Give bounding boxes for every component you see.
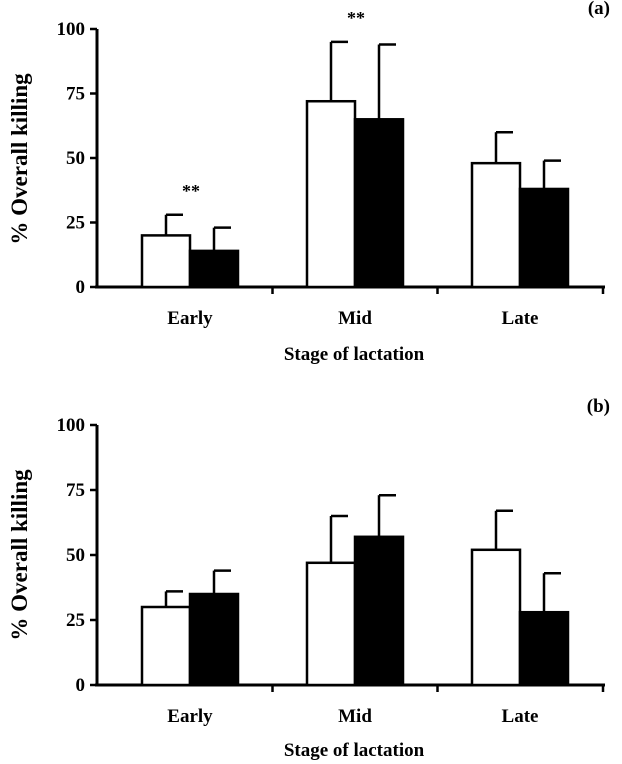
panel-label: (a) bbox=[588, 0, 610, 19]
significance-marker: ** bbox=[347, 8, 365, 28]
bar bbox=[518, 610, 570, 687]
x-category-label: Early bbox=[167, 706, 213, 727]
y-tick-label: 75 bbox=[66, 480, 85, 501]
x-category-label: Early bbox=[167, 308, 213, 329]
bar bbox=[305, 561, 357, 687]
y-axis-label: % Overall killing bbox=[7, 73, 32, 245]
y-axis-label: % Overall killing bbox=[7, 469, 32, 641]
x-category-label: Late bbox=[502, 706, 539, 727]
panel-label: (b) bbox=[587, 396, 610, 417]
bar bbox=[188, 249, 240, 289]
y-tick-label: 25 bbox=[66, 213, 85, 234]
y-tick-label: 0 bbox=[76, 675, 86, 696]
y-tick-label: 25 bbox=[66, 610, 85, 631]
significance-marker: ** bbox=[182, 181, 200, 201]
y-tick-label: 100 bbox=[57, 19, 86, 40]
y-tick-label: 100 bbox=[57, 415, 86, 436]
bar bbox=[305, 99, 357, 289]
chart-panel-b: (b) % Overall killing Stage of lactation… bbox=[7, 396, 610, 761]
x-axis-label: Stage of lactation bbox=[284, 344, 425, 365]
bar bbox=[518, 187, 570, 289]
y-tick-label: 50 bbox=[66, 545, 85, 566]
bar bbox=[470, 161, 522, 289]
bar bbox=[353, 535, 405, 687]
x-category-label: Mid bbox=[338, 706, 372, 727]
bar bbox=[140, 605, 192, 687]
bar bbox=[140, 234, 192, 289]
x-axis-label: Stage of lactation bbox=[284, 740, 425, 761]
bar bbox=[188, 592, 240, 687]
bar bbox=[470, 548, 522, 687]
chart-panel-a: (a) % Overall killing Stage of lactation… bbox=[7, 0, 610, 365]
x-category-label: Mid bbox=[338, 308, 372, 329]
y-tick-label: 0 bbox=[76, 277, 86, 298]
y-tick-label: 50 bbox=[66, 148, 85, 169]
bar bbox=[353, 118, 405, 289]
x-category-label: Late bbox=[502, 308, 539, 329]
y-tick-label: 75 bbox=[66, 84, 85, 105]
